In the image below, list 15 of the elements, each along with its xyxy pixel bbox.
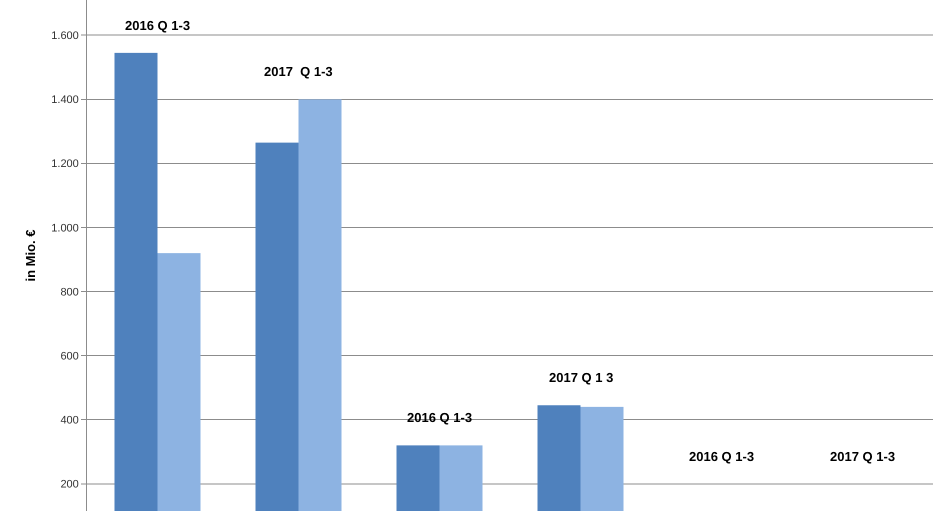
- y-tick-label: 1.400: [51, 94, 79, 106]
- annotation: 2017 Q 1-3: [264, 64, 333, 79]
- annotation: 2016 Q 1-3: [125, 18, 190, 33]
- annotation: 2017 Q 1 3: [549, 370, 614, 385]
- y-tick-label: 1.600: [51, 30, 79, 42]
- y-tick-label: 800: [60, 286, 79, 298]
- annotation: 2016 Q 1-3: [689, 449, 754, 464]
- annotation: 2016 Q 1-3: [407, 410, 472, 425]
- y-tick-label: 600: [60, 350, 79, 362]
- y-tick-label: 200: [60, 478, 79, 491]
- y-tick-label: 1.200: [51, 158, 79, 170]
- annotation: 2017 Q 1-3: [830, 449, 896, 464]
- y-tick-label: 400: [60, 414, 79, 427]
- y-tick-label: 1.000: [51, 222, 79, 234]
- y-axis-title: in Mio. €: [23, 230, 38, 282]
